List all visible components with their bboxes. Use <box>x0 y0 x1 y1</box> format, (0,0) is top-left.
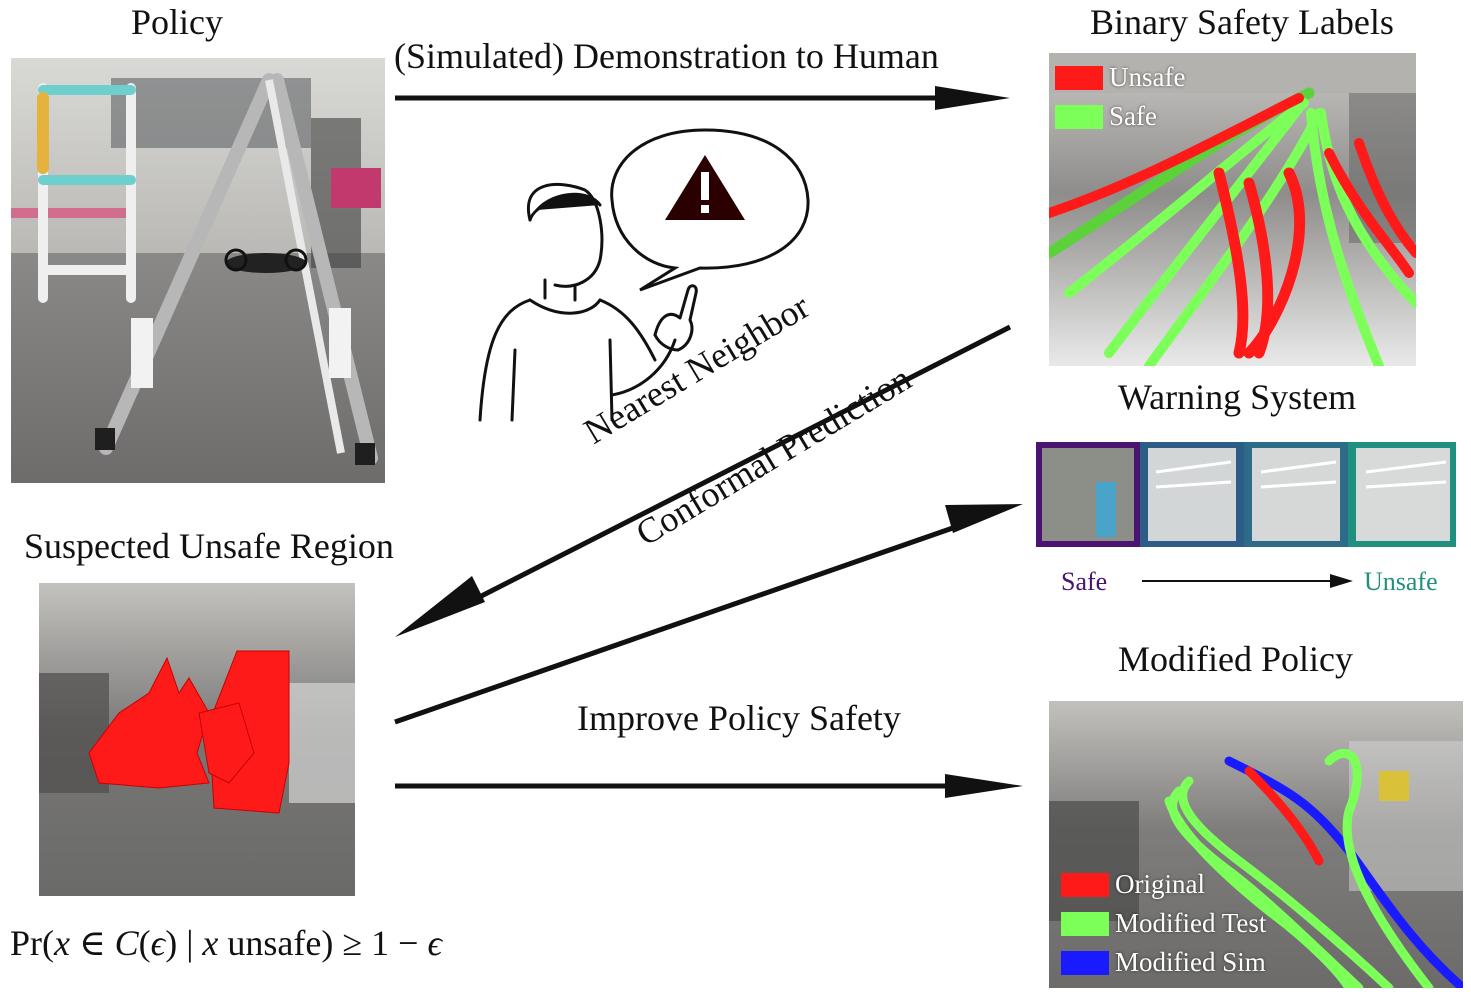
warning-system-title: Warning System <box>1118 377 1357 417</box>
formula-unsafe: unsafe <box>227 923 322 963</box>
demo-arrow-label: (Simulated) Demonstration to Human <box>394 36 939 76</box>
speech-bubble <box>610 128 810 292</box>
arrows <box>394 86 1353 798</box>
warning-arrow <box>394 519 971 725</box>
modified-policy-title: Modified Policy <box>1118 639 1353 679</box>
improve-arrow-label: Improve Policy Safety <box>577 698 901 738</box>
policy-photo <box>11 58 385 483</box>
formula-bar: | <box>186 923 194 963</box>
legend-original-label: Original <box>1115 869 1205 899</box>
suspected-region-photo <box>39 583 355 896</box>
scale-safe-label: Safe <box>1061 567 1108 596</box>
formula-geq: ≥ <box>342 923 363 963</box>
human-figure-icon <box>478 183 698 422</box>
nn-arrow <box>448 324 1012 615</box>
binary-safety-photo <box>1049 53 1416 366</box>
formula-in: ∈ <box>79 923 106 963</box>
legend-unsafe: Unsafe <box>1055 62 1185 93</box>
suspected-region-title: Suspected Unsafe Region <box>24 526 394 566</box>
modified-policy-photo <box>1049 701 1463 988</box>
formula-x2: x <box>202 923 219 963</box>
legend-unsafe-label: Unsafe <box>1109 62 1186 92</box>
scale-unsafe-label: Unsafe <box>1364 567 1438 596</box>
legend-original-swatch <box>1061 872 1109 897</box>
formula-one-minus: 1 − <box>371 923 419 963</box>
legend-modified-test-label: Modified Test <box>1115 908 1267 938</box>
legend-safe: Safe <box>1055 101 1157 132</box>
legend-modified-test: Modified Test <box>1061 908 1266 939</box>
warning-strip <box>1036 442 1456 547</box>
legend-modified-test-swatch <box>1061 911 1109 936</box>
legend-modified-sim: Modified Sim <box>1061 947 1266 978</box>
legend-safe-label: Safe <box>1109 101 1157 131</box>
formula-eps2: ϵ <box>427 923 442 963</box>
formula-C: C <box>114 923 139 963</box>
legend-safe-swatch <box>1055 104 1103 129</box>
binary-safety-title: Binary Safety Labels <box>1090 2 1394 42</box>
probability-formula: Pr(x ∈ C(ϵ) | x unsafe) ≥ 1 − ϵ <box>10 923 442 963</box>
legend-unsafe-swatch <box>1055 65 1103 90</box>
legend-modified-sim-label: Modified Sim <box>1115 947 1266 977</box>
legend-modified-sim-swatch <box>1061 950 1109 975</box>
formula-pr: Pr <box>10 923 43 963</box>
legend-original: Original <box>1061 869 1205 900</box>
formula-x: x <box>54 923 70 963</box>
formula-eps: ϵ <box>150 923 166 963</box>
policy-title: Policy <box>131 2 224 42</box>
